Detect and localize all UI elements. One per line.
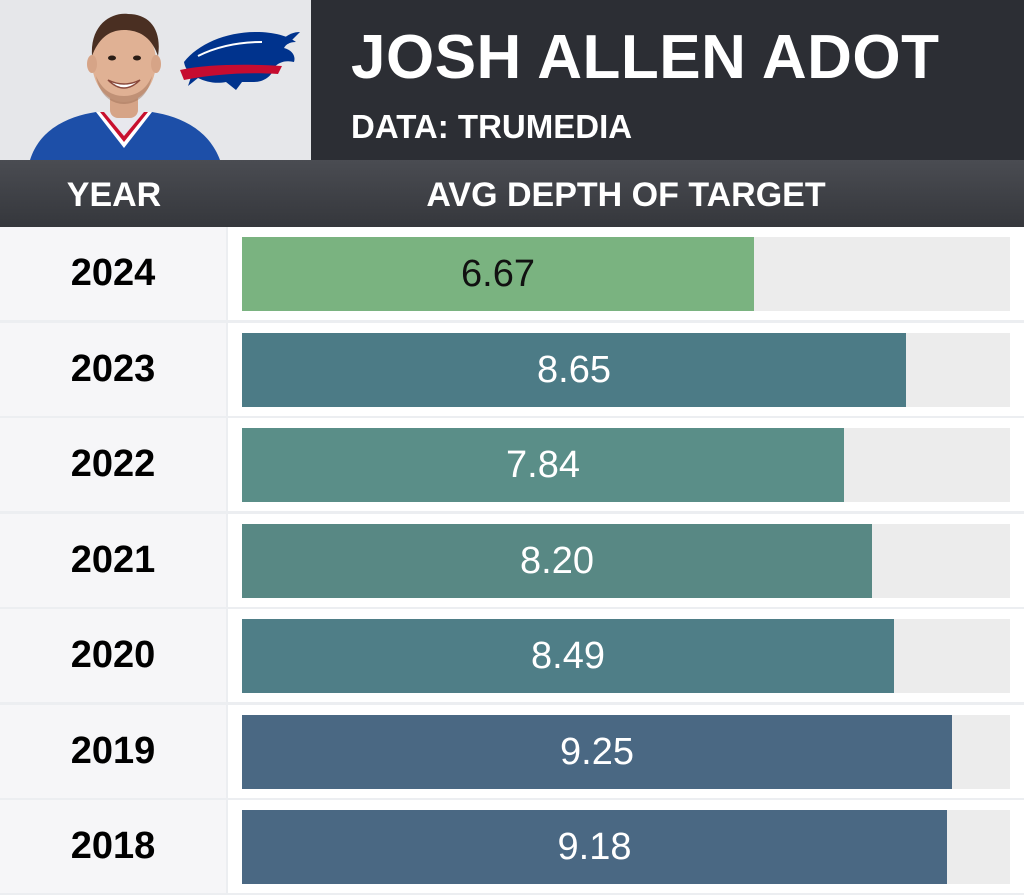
player-headshot xyxy=(30,13,220,160)
bar-track: 8.20 xyxy=(242,524,1010,598)
adot-bar: 9.18 xyxy=(242,810,947,884)
bar-track: 7.84 xyxy=(242,428,1010,502)
adot-column-header: AVG DEPTH OF TARGET xyxy=(426,176,826,214)
adot-bar: 8.49 xyxy=(242,619,894,693)
chart-subtitle: DATA: TRUMEDIA xyxy=(351,108,633,145)
table-row: 2023 8.65 xyxy=(0,323,1024,416)
year-label: 2021 xyxy=(0,514,226,607)
bar-cell: 9.25 xyxy=(228,705,1024,798)
year-label: 2019 xyxy=(0,705,226,798)
bar-track: 9.18 xyxy=(242,810,1010,884)
year-label: 2018 xyxy=(0,800,226,893)
bar-cell: 6.67 xyxy=(228,227,1024,320)
table-row: 2019 9.25 xyxy=(0,705,1024,798)
adot-bar: 8.20 xyxy=(242,524,872,598)
bar-cell: 7.84 xyxy=(228,418,1024,511)
year-label: 2020 xyxy=(0,609,226,702)
bar-track: 8.65 xyxy=(242,333,1010,407)
bar-value-label: 8.20 xyxy=(520,539,594,582)
bar-value-label: 9.18 xyxy=(557,825,632,868)
table-row: 2021 8.20 xyxy=(0,514,1024,607)
bar-cell: 8.49 xyxy=(228,609,1024,702)
column-header: YEAR AVG DEPTH OF TARGET xyxy=(0,160,1024,227)
chart-title: JOSH ALLEN ADOT xyxy=(351,23,940,92)
year-label: 2023 xyxy=(0,323,226,416)
bar-cell: 8.20 xyxy=(228,514,1024,607)
adot-bar: 7.84 xyxy=(242,428,844,502)
bar-value-label: 6.67 xyxy=(461,252,535,295)
bar-track: 6.67 xyxy=(242,237,1010,311)
bar-value-label: 8.49 xyxy=(531,634,605,677)
bar-track: 9.25 xyxy=(242,715,1010,789)
bar-value-label: 8.65 xyxy=(537,348,611,391)
table-row: 2024 6.67 xyxy=(0,227,1024,320)
year-label: 2024 xyxy=(0,227,226,320)
bar-value-label: 9.25 xyxy=(560,730,634,773)
year-column-header: YEAR xyxy=(66,176,162,214)
bar-cell: 8.65 xyxy=(228,323,1024,416)
table-row: 2020 8.49 xyxy=(0,609,1024,702)
adot-bar: 9.25 xyxy=(242,715,952,789)
bar-cell: 9.18 xyxy=(228,800,1024,893)
header: JOSH ALLEN ADOT DATA: TRUMEDIA xyxy=(0,0,1024,160)
chart-rows: 2024 6.67 2023 8.65 2022 7.84 2021 8.20 2020 8.49… xyxy=(0,227,1024,895)
adot-bar: 6.67 xyxy=(242,237,754,311)
adot-bar: 8.65 xyxy=(242,333,906,407)
photo-panel xyxy=(0,0,311,160)
bar-value-label: 7.84 xyxy=(506,443,580,486)
title-panel: JOSH ALLEN ADOT DATA: TRUMEDIA xyxy=(311,0,1024,160)
year-label: 2022 xyxy=(0,418,226,511)
bar-track: 8.49 xyxy=(242,619,1010,693)
table-row: 2018 9.18 xyxy=(0,800,1024,893)
table-row: 2022 7.84 xyxy=(0,418,1024,511)
buffalo-bills-logo xyxy=(180,32,300,90)
